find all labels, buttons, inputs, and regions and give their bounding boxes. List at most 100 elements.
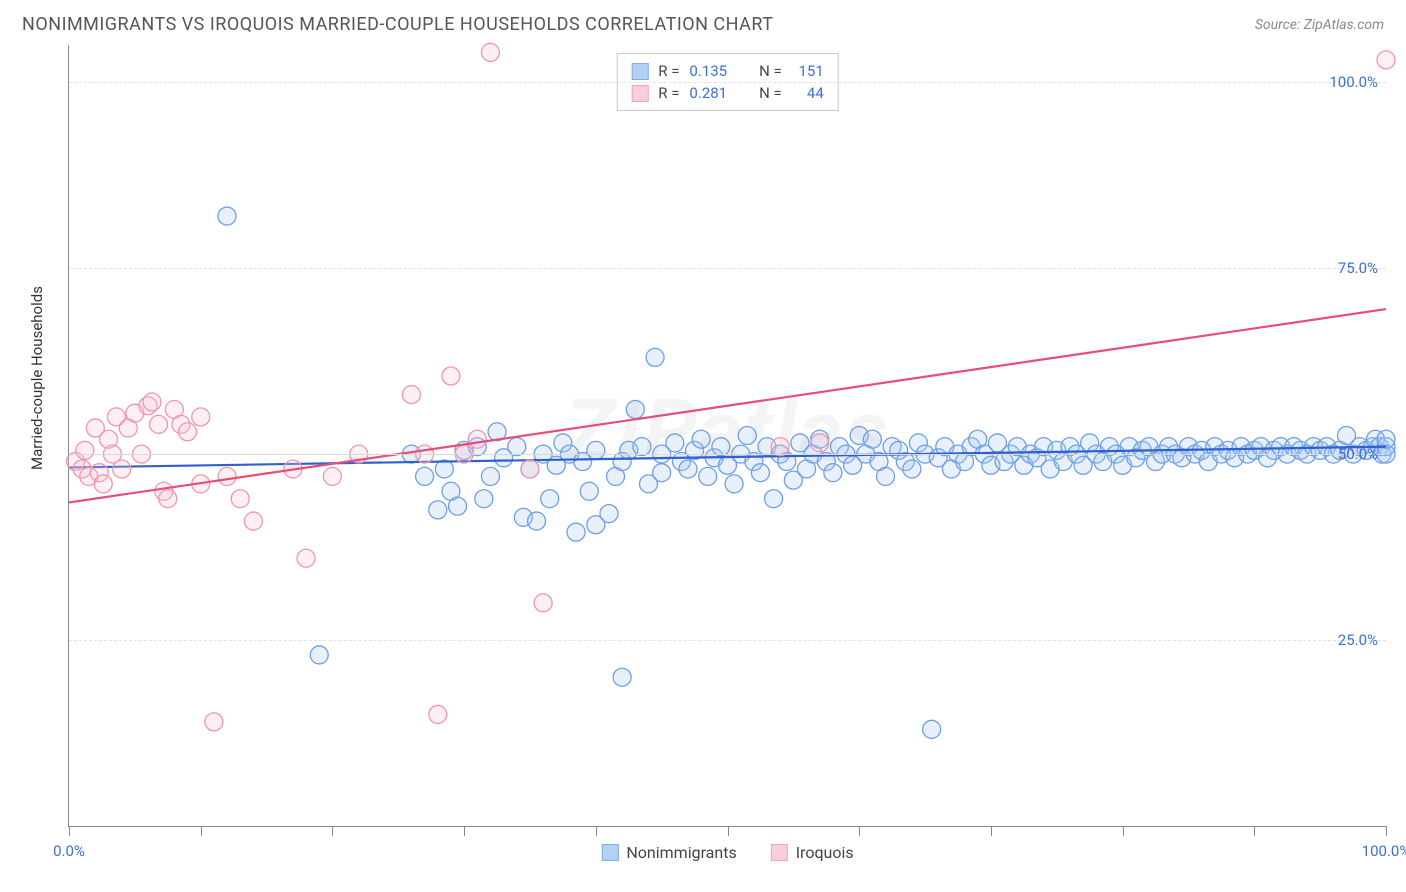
x-tick xyxy=(991,826,992,836)
legend-swatch xyxy=(771,844,788,861)
scatter-point xyxy=(699,467,717,485)
y-tick-label: 25.0% xyxy=(1338,631,1378,649)
r-value: 0.281 xyxy=(689,82,727,104)
scatter-point xyxy=(725,475,743,493)
n-label: N = xyxy=(759,60,782,82)
scatter-point xyxy=(244,512,262,530)
x-tick xyxy=(69,826,70,836)
scatter-point xyxy=(481,43,499,61)
stats-legend-row: R = 0.135 N = 151 xyxy=(631,60,824,82)
scatter-point xyxy=(113,460,131,478)
y-tick-label: 75.0% xyxy=(1338,259,1378,277)
legend-swatch xyxy=(631,63,648,80)
scatter-point xyxy=(231,490,249,508)
scatter-point xyxy=(712,438,730,456)
scatter-point xyxy=(218,207,236,225)
legend-item: Iroquois xyxy=(771,843,854,862)
scatter-point xyxy=(310,646,328,664)
scatter-point xyxy=(587,441,605,459)
x-tick xyxy=(859,826,860,836)
source-label: Source: xyxy=(1255,17,1304,33)
n-value: 44 xyxy=(792,82,824,104)
scatter-point xyxy=(666,434,684,452)
scatter-point xyxy=(192,408,210,426)
scatter-point xyxy=(449,497,467,515)
scatter-plot-svg xyxy=(69,45,1386,826)
legend-label: Nonimmigrants xyxy=(626,843,736,862)
scatter-point xyxy=(475,490,493,508)
legend-swatch xyxy=(601,844,618,861)
scatter-point xyxy=(613,668,631,686)
scatter-point xyxy=(429,705,447,723)
scatter-point xyxy=(218,467,236,485)
scatter-point xyxy=(626,400,644,418)
scatter-point xyxy=(863,430,881,448)
scatter-point xyxy=(297,549,315,567)
x-tick xyxy=(728,826,729,836)
scatter-point xyxy=(751,464,769,482)
gridline-h xyxy=(69,268,1386,269)
scatter-point xyxy=(692,430,710,448)
scatter-point xyxy=(481,467,499,485)
scatter-point xyxy=(143,393,161,411)
scatter-point xyxy=(429,501,447,519)
scatter-point xyxy=(679,460,697,478)
r-label: R = xyxy=(658,60,679,82)
r-value: 0.135 xyxy=(689,60,727,82)
stats-legend-row: R = 0.281 N = 44 xyxy=(631,82,824,104)
scatter-point xyxy=(416,467,434,485)
x-tick xyxy=(1254,826,1255,836)
x-axis-label: 0.0% xyxy=(53,842,85,860)
scatter-point xyxy=(811,434,829,452)
scatter-point xyxy=(600,505,618,523)
gridline-h xyxy=(69,640,1386,641)
x-tick xyxy=(596,826,597,836)
scatter-point xyxy=(646,348,664,366)
x-tick xyxy=(201,826,202,836)
scatter-point xyxy=(567,523,585,541)
scatter-point xyxy=(765,490,783,508)
source-name: ZipAtlas.com xyxy=(1304,17,1384,33)
n-label: N = xyxy=(759,82,782,104)
scatter-point xyxy=(94,475,112,493)
scatter-point xyxy=(323,467,341,485)
scatter-point xyxy=(442,367,460,385)
scatter-point xyxy=(633,438,651,456)
scatter-point xyxy=(738,427,756,445)
legend-item: Nonimmigrants xyxy=(601,843,736,862)
scatter-point xyxy=(580,482,598,500)
series-legend: Nonimmigrants Iroquois xyxy=(601,843,853,862)
x-tick xyxy=(332,826,333,836)
scatter-point xyxy=(1377,430,1395,448)
scatter-point xyxy=(534,594,552,612)
scatter-point xyxy=(508,438,526,456)
legend-swatch xyxy=(631,85,648,102)
chart-header: NONIMMIGRANTS VS IROQUOIS MARRIED-COUPLE… xyxy=(0,0,1406,45)
scatter-point xyxy=(521,460,539,478)
scatter-point xyxy=(528,512,546,530)
x-tick xyxy=(1123,826,1124,836)
gridline-h xyxy=(69,454,1386,455)
scatter-point xyxy=(150,415,168,433)
n-value: 151 xyxy=(792,60,824,82)
scatter-point xyxy=(159,490,177,508)
scatter-point xyxy=(771,438,789,456)
scatter-point xyxy=(402,386,420,404)
chart-title: NONIMMIGRANTS VS IROQUOIS MARRIED-COUPLE… xyxy=(22,14,774,35)
scatter-point xyxy=(653,464,671,482)
scatter-point xyxy=(923,720,941,738)
r-label: R = xyxy=(658,82,679,104)
scatter-point xyxy=(877,467,895,485)
x-tick xyxy=(1386,826,1387,836)
gridline-h xyxy=(69,82,1386,83)
chart-area: ZIPatlas R =0.135N =151R =0.281N =44 Non… xyxy=(68,45,1386,827)
y-tick-label: 50.0% xyxy=(1338,445,1378,463)
scatter-point xyxy=(205,713,223,731)
y-tick-label: 100.0% xyxy=(1329,73,1378,91)
scatter-point xyxy=(1377,51,1395,69)
y-axis-label: Married-couple Households xyxy=(28,286,46,470)
legend-label: Iroquois xyxy=(796,843,854,862)
scatter-point xyxy=(824,464,842,482)
scatter-point xyxy=(903,460,921,478)
scatter-point xyxy=(468,430,486,448)
